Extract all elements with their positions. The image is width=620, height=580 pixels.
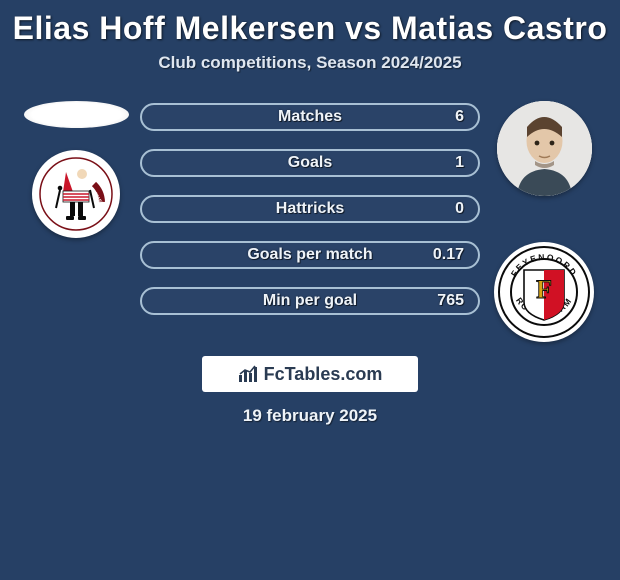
date-line: 19 february 2025: [0, 406, 620, 426]
player-avatar-placeholder: [24, 101, 129, 128]
stat-label: Matches: [278, 108, 342, 126]
stat-label: Hattricks: [276, 200, 344, 218]
brand-text: FcTables.com: [264, 364, 383, 385]
stat-label: Goals: [288, 154, 332, 172]
club-badge-right: FEYENOORD ROTTERDAM F: [494, 242, 594, 342]
stat-value: 0.17: [433, 246, 464, 264]
right-player-column: FEYENOORD ROTTERDAM F: [484, 91, 604, 342]
stat-row-goals-per-match: Goals per match 0.17: [140, 241, 480, 269]
stat-row-min-per-goal: Min per goal 765: [140, 287, 480, 315]
stat-value: 6: [455, 108, 464, 126]
comparison-card: Elias Hoff Melkersen vs Matias Castro Cl…: [0, 0, 620, 426]
stat-value: 0: [455, 200, 464, 218]
feyenoord-badge-icon: FEYENOORD ROTTERDAM F: [498, 246, 590, 338]
stat-label: Min per goal: [263, 292, 357, 310]
competition-subtitle: Club competitions, Season 2024/2025: [0, 53, 620, 91]
left-player-column: SPARTA: [16, 91, 136, 238]
stat-row-goals: Goals 1: [140, 149, 480, 177]
main-row: SPARTA Matches 6 Goals 1 Hattricks 0 Goa…: [0, 91, 620, 342]
page-title: Elias Hoff Melkersen vs Matias Castro: [0, 8, 620, 53]
stat-value: 765: [437, 292, 464, 310]
brand-watermark: FcTables.com: [202, 356, 418, 392]
stat-row-matches: Matches 6: [140, 103, 480, 131]
svg-text:F: F: [536, 275, 552, 304]
bar-chart-icon: [238, 365, 258, 383]
avatar-silhouette-icon: [497, 101, 592, 196]
stats-column: Matches 6 Goals 1 Hattricks 0 Goals per …: [136, 91, 484, 315]
player-avatar: [497, 101, 592, 196]
sparta-badge-icon: SPARTA: [38, 156, 114, 232]
stat-value: 1: [455, 154, 464, 172]
club-badge-left: SPARTA: [32, 150, 120, 238]
stat-label: Goals per match: [247, 246, 372, 264]
stat-row-hattricks: Hattricks 0: [140, 195, 480, 223]
